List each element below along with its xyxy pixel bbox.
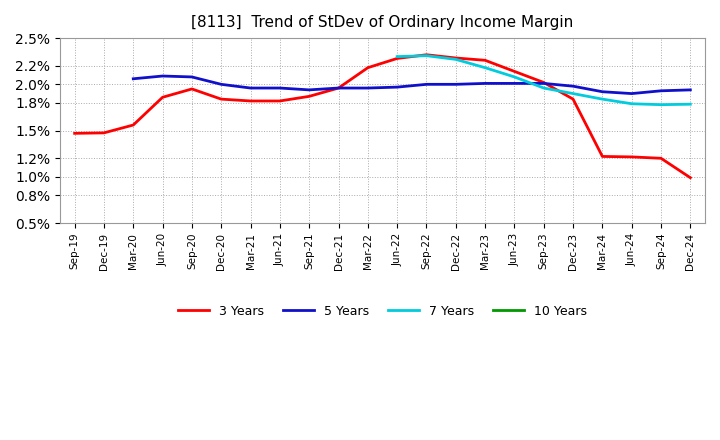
5 Years xyxy=(334,85,343,91)
5 Years xyxy=(481,81,490,86)
3 Years xyxy=(217,96,225,102)
3 Years xyxy=(158,95,167,100)
3 Years xyxy=(246,98,255,103)
7 Years xyxy=(481,65,490,70)
5 Years xyxy=(217,82,225,87)
7 Years xyxy=(539,85,548,91)
5 Years xyxy=(510,81,518,86)
5 Years xyxy=(539,81,548,86)
5 Years xyxy=(598,89,607,94)
Legend: 3 Years, 5 Years, 7 Years, 10 Years: 3 Years, 5 Years, 7 Years, 10 Years xyxy=(173,300,593,323)
5 Years xyxy=(305,87,313,92)
3 Years xyxy=(451,55,460,61)
3 Years xyxy=(334,85,343,91)
5 Years xyxy=(158,73,167,79)
7 Years xyxy=(422,53,431,59)
5 Years xyxy=(393,84,402,90)
3 Years xyxy=(99,130,108,136)
3 Years xyxy=(393,56,402,61)
5 Years xyxy=(276,85,284,91)
7 Years xyxy=(657,102,665,107)
3 Years xyxy=(510,69,518,74)
5 Years xyxy=(246,85,255,91)
5 Years xyxy=(451,82,460,87)
7 Years xyxy=(569,91,577,96)
3 Years xyxy=(657,156,665,161)
7 Years xyxy=(451,57,460,62)
5 Years xyxy=(422,82,431,87)
3 Years xyxy=(422,52,431,57)
7 Years xyxy=(393,54,402,59)
3 Years xyxy=(276,98,284,103)
3 Years xyxy=(539,80,548,85)
7 Years xyxy=(510,74,518,80)
5 Years xyxy=(657,88,665,93)
5 Years xyxy=(569,84,577,89)
Line: 3 Years: 3 Years xyxy=(75,55,690,178)
3 Years xyxy=(364,65,372,70)
3 Years xyxy=(569,96,577,102)
3 Years xyxy=(481,58,490,63)
5 Years xyxy=(627,91,636,96)
5 Years xyxy=(188,74,197,80)
7 Years xyxy=(686,102,695,107)
3 Years xyxy=(305,94,313,99)
3 Years xyxy=(686,175,695,180)
Line: 5 Years: 5 Years xyxy=(133,76,690,94)
5 Years xyxy=(364,85,372,91)
7 Years xyxy=(598,96,607,102)
7 Years xyxy=(627,101,636,106)
3 Years xyxy=(598,154,607,159)
3 Years xyxy=(627,154,636,160)
Line: 7 Years: 7 Years xyxy=(397,56,690,105)
5 Years xyxy=(129,76,138,81)
Title: [8113]  Trend of StDev of Ordinary Income Margin: [8113] Trend of StDev of Ordinary Income… xyxy=(192,15,574,30)
3 Years xyxy=(129,122,138,128)
5 Years xyxy=(686,87,695,92)
3 Years xyxy=(188,86,197,92)
3 Years xyxy=(71,131,79,136)
